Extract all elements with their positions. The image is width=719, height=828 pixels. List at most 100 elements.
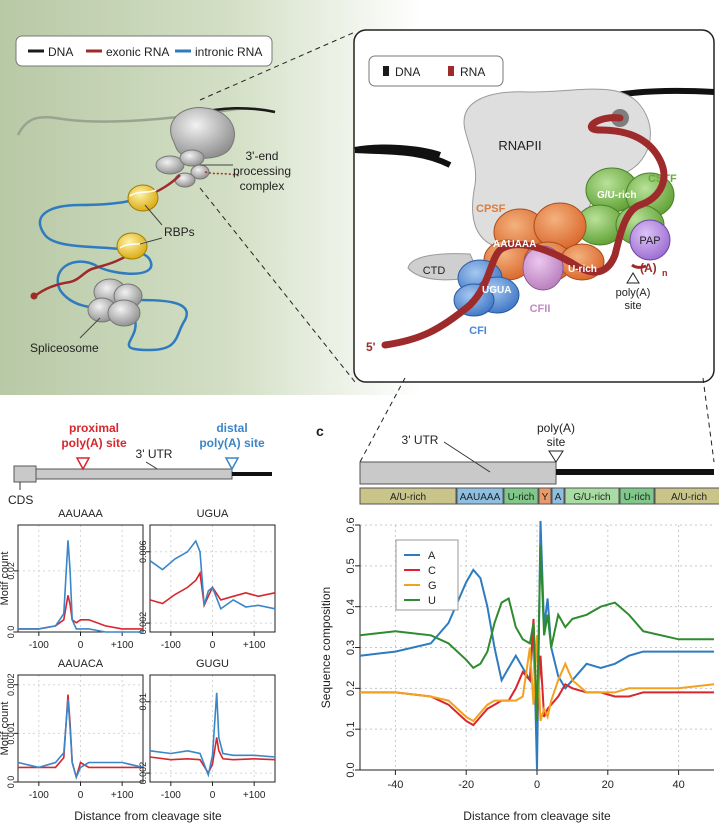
label-cfi: CFI — [469, 325, 487, 337]
small-ytick-label-0-0: 0.0 — [6, 626, 16, 639]
motif-strip: A/U-rich AAUAAA U-rich Y A G/U-rich U-rich A/U-… — [359, 487, 719, 505]
panel-d: proximal poly(A) site distal poly(A) sit… — [0, 421, 276, 823]
motif-label-1: AAUAAA — [460, 492, 501, 503]
small-chart-title-2: AAUACA — [58, 658, 104, 670]
small-xtick-label-3-2: +100 — [243, 790, 266, 801]
panel-d-xlabel: Distance from cleavage site — [74, 809, 222, 823]
legend-label-U: U — [428, 595, 436, 607]
label-gu-rich: G/U-rich — [597, 190, 636, 201]
motif-label-6: U-rich — [624, 492, 651, 503]
polya-label-c-1: poly(A) — [537, 421, 575, 435]
small-xtick-label-2-1: 0 — [78, 790, 84, 801]
series-line-U — [359, 545, 714, 722]
label-polya-n: n — [662, 268, 668, 278]
small-ytick-label-1-0: 0.002 — [138, 612, 148, 635]
small-series-1-distal — [149, 539, 276, 611]
small-series-3-distal — [149, 692, 276, 778]
motif-box-2 — [503, 487, 539, 505]
utr-bar-d — [35, 468, 233, 480]
small-ytick-label-1-1: 0.006 — [138, 540, 148, 563]
small-chart-title-3: GUGU — [196, 658, 229, 670]
polya-label-c-2: site — [547, 435, 566, 449]
legend-intronic-rna: intronic RNA — [195, 45, 262, 59]
downstream-dna-c — [556, 469, 714, 475]
intronic-rna — [38, 190, 188, 352]
label-rnapii: RNAPII — [498, 138, 541, 153]
proximal-marker — [75, 457, 91, 471]
label-complex-line2: processing — [233, 164, 291, 178]
ytick-label-0: 0.0 — [345, 762, 357, 777]
cds-box — [13, 465, 37, 483]
rbp-shapes — [116, 184, 159, 260]
downstream-dna-d — [232, 472, 272, 476]
spliceosome-shape — [87, 278, 143, 327]
legend-label-A: A — [428, 550, 436, 562]
motif-box-1 — [456, 487, 504, 505]
rna-5-prime-cap — [30, 292, 38, 300]
small-xtick-label-2-0: -100 — [29, 790, 49, 801]
legend-dna: DNA — [48, 45, 73, 59]
label-ctd: CTD — [423, 265, 446, 277]
zoom-line-top — [199, 31, 356, 101]
panel-a-legend: DNA exonic RNA intronic RNA — [15, 35, 273, 67]
label-rbps: RBPs — [164, 225, 195, 239]
label-ugua: UGUA — [482, 285, 511, 296]
small-ytick-label-3-1: 0.01 — [138, 693, 148, 711]
small-chart-frame-0 — [17, 524, 144, 633]
small-series-0-distal — [18, 540, 143, 633]
proximal-label-2: poly(A) site — [61, 436, 127, 450]
label-spliceosome: Spliceosome — [30, 341, 99, 355]
utr-bar-c — [359, 461, 557, 485]
small-chart-frame-1 — [149, 524, 276, 633]
processing-complex-shape — [155, 149, 210, 188]
cds-label: CDS — [8, 493, 33, 507]
small-xtick-label-0-1: 0 — [78, 640, 84, 651]
small-xtick-label-1-0: -100 — [161, 640, 181, 651]
motif-label-3: Y — [542, 492, 549, 503]
distal-marker — [224, 457, 240, 471]
distal-label-1: distal — [216, 421, 247, 435]
small-series-2-distal — [17, 699, 144, 780]
small-xtick-label-3-1: 0 — [210, 790, 216, 801]
label-complex-line1: 3'-end — [246, 149, 279, 163]
legend-label-G: G — [428, 580, 437, 592]
legend-b-rna: RNA — [460, 65, 485, 79]
label-polya-site-2: site — [624, 300, 641, 312]
proximal-label-1: proximal — [69, 421, 119, 435]
ytick-label-0.3: 0.3 — [345, 640, 357, 655]
legend-label-C: C — [428, 565, 436, 577]
small-xtick-label-1-2: +100 — [243, 640, 266, 651]
small-chart-title-1: UGUA — [197, 508, 229, 520]
motif-box-0 — [359, 487, 457, 505]
label-cfii: CFII — [530, 303, 551, 315]
chart-c-legend — [395, 539, 459, 611]
panel-c-letter: c — [316, 423, 324, 439]
rna-b — [381, 114, 668, 349]
small-chart-ylabel-0: Motif count — [0, 552, 11, 606]
polya-marker-c — [548, 450, 564, 463]
small-chart-ylabel-2: Motif count — [0, 702, 11, 756]
zoom-line-c-left — [359, 377, 406, 463]
label-pap: PAP — [639, 235, 660, 247]
motif-box-6 — [619, 487, 655, 505]
ytick-label-0.6: 0.6 — [345, 517, 357, 532]
ytick-label-0.1: 0.1 — [345, 722, 357, 737]
motif-box-7 — [654, 487, 719, 505]
chart-c-xlabel: Distance from cleavage site — [463, 809, 611, 823]
motif-label-5: G/U-rich — [573, 492, 610, 503]
label-complex-line3: complex — [240, 179, 285, 193]
motif-label-7: A/U-rich — [671, 492, 707, 503]
chart-c-ylabel: Sequence composition — [319, 587, 333, 708]
label-cpsf: CPSF — [476, 203, 506, 215]
panel-c: c 3' UTR poly(A) site A/U-rich AAUAAA U-ri… — [316, 421, 719, 823]
ytick-label-0.5: 0.5 — [345, 558, 357, 573]
small-ytick-label-2-0: 0.0 — [6, 776, 16, 789]
xtick-label--40: -40 — [387, 779, 403, 791]
sequence-composition-chart: -40 -20 0 20 40 0.0 0.1 0.2 0.3 0.4 0.5 0.6 Distance… — [319, 517, 715, 823]
motif-label-2: U-rich — [508, 492, 535, 503]
small-series-3-proximal — [149, 737, 276, 775]
small-xtick-label-0-0: -100 — [29, 640, 49, 651]
panel-a: DNA exonic RNA intronic RNA — [0, 0, 420, 395]
